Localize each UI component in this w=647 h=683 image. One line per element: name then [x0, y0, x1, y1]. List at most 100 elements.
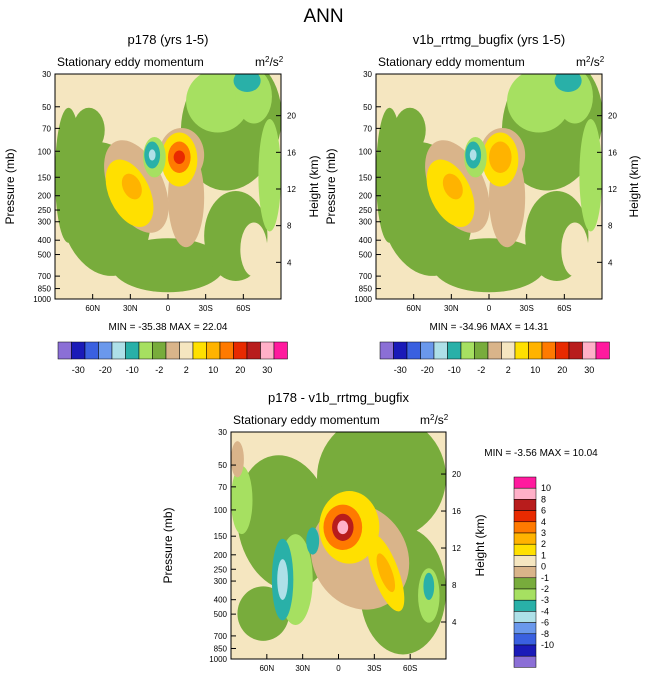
- colorbar-label: 0: [541, 562, 546, 572]
- colorbar-cell: [513, 644, 537, 657]
- colorbar-cell: [111, 341, 126, 360]
- y-tick-label: 500: [214, 610, 228, 619]
- y2-axis-label: Height (km): [473, 514, 487, 576]
- colorbar-cell: [513, 611, 537, 623]
- colorbar-cell: [513, 566, 537, 579]
- colorbar-cell: [568, 341, 583, 360]
- colorbar-label: -2: [541, 584, 549, 594]
- contour-region: [73, 107, 105, 153]
- colorbar-cell: [192, 341, 207, 360]
- contour-region: [442, 173, 463, 200]
- units-label: m2/s2: [420, 413, 449, 427]
- y2-tick-label: 8: [608, 222, 613, 231]
- x-tick-label: 60S: [236, 304, 250, 313]
- colorbar-cell: [513, 532, 537, 545]
- contour-region: [111, 238, 225, 293]
- contour-region: [432, 238, 546, 293]
- colorbar-cell: [513, 622, 537, 635]
- colorbar-cell: [406, 341, 421, 360]
- y2-axis-label: Height (km): [307, 155, 321, 217]
- colorbar-cell: [433, 341, 448, 360]
- colorbar-label: -1: [541, 573, 549, 583]
- y2-tick-label: 4: [287, 258, 292, 267]
- x-tick-label: 30N: [444, 304, 459, 313]
- colorbar-label: 30: [584, 365, 594, 375]
- y-tick-label: 70: [363, 124, 372, 133]
- y-axis-label: Pressure (mb): [161, 507, 175, 583]
- y-tick-label: 70: [218, 483, 227, 492]
- contour-region: [489, 141, 512, 173]
- contour-region: [121, 173, 142, 200]
- chart-panel-1: p178 (yrs 1-5) Stationary eddy momentum m2…: [3, 32, 321, 375]
- y2-tick-label: 12: [608, 185, 617, 194]
- y-tick-label: 400: [38, 236, 52, 245]
- colorbar-cell: [513, 633, 537, 646]
- colorbar-label: 8: [541, 494, 546, 504]
- contour-region: [233, 74, 261, 92]
- y-tick-label: 70: [42, 124, 51, 133]
- y2-axis-label: Height (km): [627, 155, 641, 217]
- contour-region: [231, 466, 253, 535]
- y-tick-label: 850: [214, 644, 228, 653]
- x-tick-label: 60S: [557, 304, 571, 313]
- colorbar-cell: [393, 341, 408, 360]
- contour-region: [579, 119, 602, 232]
- colorbar-label: -30: [72, 365, 85, 375]
- colorbar-label: -10: [541, 640, 554, 650]
- y-tick-label: 200: [359, 192, 373, 201]
- y-tick-label: 150: [38, 173, 52, 182]
- colorbar-label: -10: [448, 365, 461, 375]
- colorbar-cell: [379, 341, 394, 360]
- colorbar-label: 4: [541, 517, 546, 527]
- colorbar-cell: [541, 341, 556, 360]
- y2-tick-label: 16: [287, 148, 296, 157]
- x-tick-label: 30S: [367, 664, 381, 673]
- y2-tick-label: 8: [287, 222, 292, 231]
- colorbar-label: -3: [541, 595, 549, 605]
- colorbar-cell: [501, 341, 516, 360]
- y-tick-label: 200: [38, 192, 52, 201]
- contour-region: [561, 222, 589, 277]
- colorbar-cell: [513, 476, 537, 489]
- colorbar-cell: [582, 341, 597, 360]
- y-tick-label: 250: [359, 206, 373, 215]
- y-tick-label: 200: [214, 551, 228, 560]
- x-tick-label: 0: [487, 304, 492, 313]
- y-tick-label: 50: [42, 103, 51, 112]
- contour-region: [554, 74, 582, 92]
- colorbar-cell: [513, 487, 537, 500]
- colorbar-cell: [513, 588, 537, 601]
- y-tick-label: 1000: [354, 295, 372, 304]
- colorbar-cell: [513, 521, 537, 534]
- colorbar-label: 6: [541, 506, 546, 516]
- colorbar-cell: [57, 341, 72, 360]
- colorbar-cell: [555, 341, 570, 360]
- colorbar-label: -4: [541, 606, 549, 616]
- colorbar-cell: [487, 341, 502, 360]
- colorbar-label: 10: [530, 365, 540, 375]
- y-tick-label: 850: [359, 285, 373, 294]
- contour-region: [231, 441, 244, 478]
- colorbar-label: 20: [235, 365, 245, 375]
- y2-tick-label: 16: [452, 507, 461, 516]
- contour-region: [240, 222, 268, 277]
- colorbar-cell: [595, 341, 610, 360]
- x-tick-label: 30N: [123, 304, 138, 313]
- contour-field: [376, 74, 602, 299]
- y2-tick-label: 12: [287, 185, 296, 194]
- colorbar-cell: [513, 555, 537, 567]
- colorbar-cell: [138, 341, 153, 360]
- y2-tick-label: 4: [608, 258, 613, 267]
- contour-region: [258, 119, 281, 232]
- y-tick-label: 1000: [33, 295, 51, 304]
- colorbar-cell: [447, 341, 462, 360]
- units-label: m2/s2: [576, 55, 605, 69]
- y-tick-label: 1000: [209, 655, 227, 664]
- colorbar-cell: [513, 577, 537, 590]
- x-tick-label: 0: [166, 304, 171, 313]
- y2-tick-label: 20: [287, 112, 296, 121]
- colorbar-label: 10: [208, 365, 218, 375]
- contour-region: [376, 553, 396, 593]
- units-label: m2/s2: [255, 55, 284, 69]
- y-tick-label: 250: [214, 565, 228, 574]
